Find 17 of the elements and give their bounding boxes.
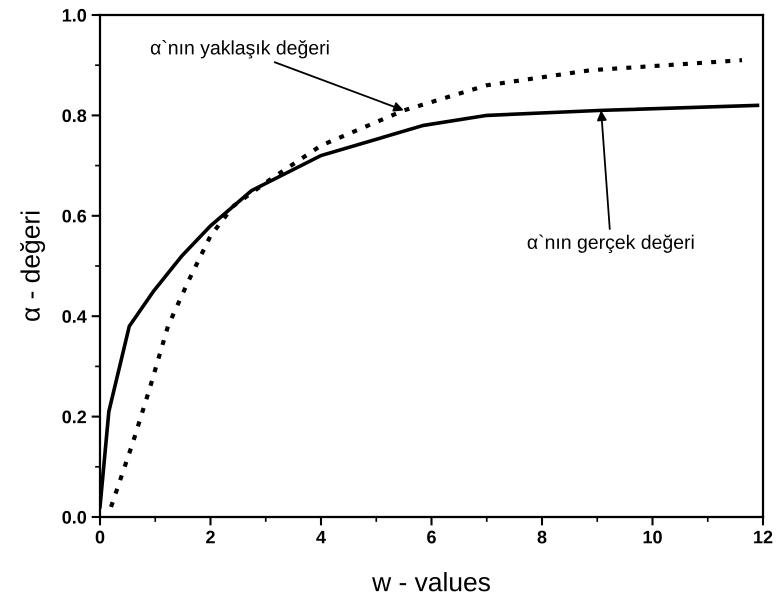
x-tick-label: 8 — [538, 530, 546, 544]
y-axis-title: α - değeri — [20, 212, 46, 321]
annotation: α`nın gerçek değeri — [528, 234, 694, 253]
y-tick-label: 0.0 — [62, 510, 86, 524]
x-axis-title: w - values — [372, 572, 490, 592]
y-tick-label: 1.0 — [62, 8, 86, 22]
x-tick-label: 4 — [316, 530, 326, 544]
y-tick-label: 0.4 — [62, 310, 87, 323]
x-tick-label: 10 — [644, 530, 662, 544]
x-tick-label: 12 — [754, 530, 772, 544]
x-tick-label: 0 — [96, 530, 104, 544]
x-tick-label: 2 — [206, 530, 215, 544]
y-tick-label: 0.2 — [62, 410, 86, 424]
x-tick-label: 6 — [427, 530, 436, 544]
y-tick-label: 0.6 — [62, 210, 86, 223]
annotation: α`nın yaklaşık değeri — [150, 40, 329, 58]
y-tick-label: 0.8 — [62, 109, 86, 122]
